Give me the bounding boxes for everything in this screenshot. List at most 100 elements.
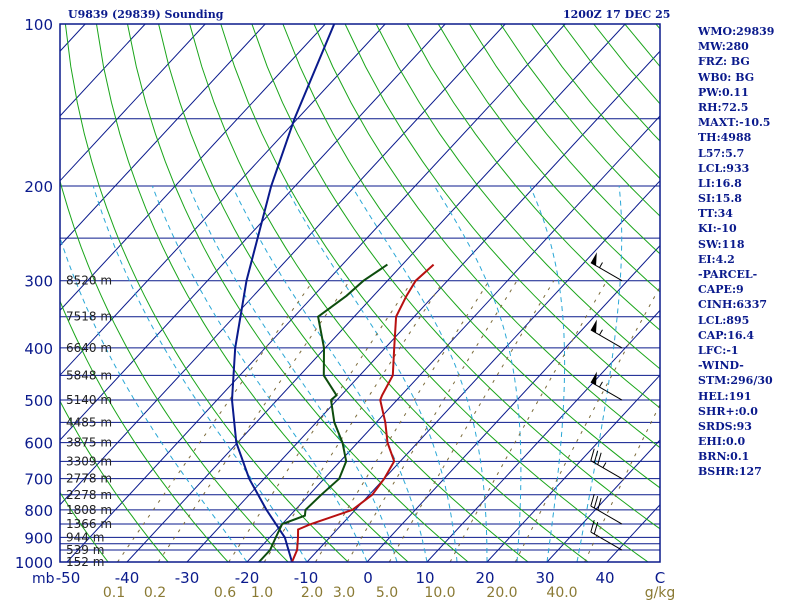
barb-full	[593, 521, 599, 535]
isotherm	[186, 50, 660, 562]
isotherm	[426, 309, 660, 562]
barb-half	[599, 381, 603, 388]
height-label: 7518 m	[66, 310, 112, 324]
wind-barbs	[590, 252, 623, 551]
stat-item: TT:34	[698, 207, 733, 221]
moist-adiabat	[60, 236, 248, 562]
barb-flag	[590, 371, 597, 386]
stat-item: LFC:-1	[698, 343, 739, 357]
isotherm	[246, 115, 660, 562]
barb-full	[590, 493, 595, 507]
pressure-tick-label: 200	[24, 178, 53, 196]
mixing-ratio-label: 1.0	[251, 585, 273, 600]
height-label: 1808 m	[66, 503, 112, 517]
barb-full	[590, 448, 595, 461]
dewpoint-trace	[258, 263, 388, 562]
moist-adiabat	[433, 185, 522, 562]
mixing-ratio-label: 0.2	[144, 585, 166, 600]
isotherm	[60, 24, 206, 182]
height-label: 2278 m	[66, 488, 112, 502]
barb-staff	[590, 531, 623, 551]
mixing-ratio-label: 3.0	[333, 585, 355, 600]
stat-item: KI:-10	[698, 222, 737, 236]
temperature-tick-label: 30	[535, 569, 554, 587]
stat-item: TH:4988	[698, 131, 752, 145]
wind-barb	[590, 319, 623, 349]
isotherm	[306, 180, 660, 562]
barb-half	[599, 262, 603, 268]
stat-item: BSHR:127	[698, 465, 762, 479]
dry-adiabat	[220, 24, 649, 562]
temperature-tick-label: 20	[475, 569, 494, 587]
pressure-tick-label: 300	[24, 273, 53, 291]
temperature-trace	[291, 263, 435, 562]
stat-item: BRN:0.1	[698, 450, 750, 464]
pressure-tick-label: 100	[24, 16, 53, 34]
isotherm	[366, 244, 660, 562]
height-label: 1366 m	[66, 517, 112, 531]
dry-adiabats	[60, 24, 660, 562]
moist-adiabat	[92, 185, 308, 562]
moist-adiabat	[151, 185, 368, 562]
dry-adiabat	[313, 24, 660, 449]
dry-adiabat	[468, 24, 660, 255]
barb-full	[593, 450, 599, 463]
height-label: 944 m	[66, 530, 104, 544]
plot-background	[60, 24, 660, 562]
temperature-tick-label: 10	[415, 569, 434, 587]
stats-panel: WMO:29839 MW:280 FRZ: BG WB0: BG PW:0.11 RH:7…	[698, 24, 774, 480]
wind-barb	[590, 448, 623, 480]
parcel-trace	[230, 24, 336, 562]
dry-adiabat	[60, 178, 289, 562]
barb-full	[593, 495, 599, 509]
isotherm	[60, 24, 506, 506]
mixing-ratio-line	[263, 280, 445, 562]
temperature-tick-label: C	[655, 569, 665, 587]
mixing-ratio-label: 10.0	[424, 585, 455, 600]
mixing-ratio-label: 40.0	[546, 585, 577, 600]
dry-adiabat	[251, 24, 660, 530]
isotherm	[126, 24, 626, 562]
temperature-tick-label: -40	[115, 569, 140, 587]
stat-item: EHI:0.0	[698, 435, 746, 449]
stat-item: SRDS:93	[698, 419, 752, 433]
pressure-tick-label: 1000	[15, 554, 53, 572]
dry-adiabat	[60, 299, 229, 562]
pressure-tick-label: 600	[24, 435, 53, 453]
stat-item: L57:5.7	[698, 146, 745, 160]
dry-adiabat	[344, 24, 660, 409]
dry-adiabat	[96, 24, 409, 562]
stat-item: EI:4.2	[698, 252, 735, 266]
stat-item: -WIND-	[698, 359, 744, 373]
dry-adiabat	[158, 24, 529, 562]
stat-item: SHR+:0.0	[698, 404, 758, 418]
moist-adiabat	[351, 185, 488, 562]
mixing-ratio-line	[388, 280, 555, 562]
mixing-ratio-unit: g/kg	[645, 585, 676, 600]
pressure-tick-label: 700	[24, 471, 53, 489]
temperature-tick-label: 0	[363, 569, 373, 587]
height-label: 539 m	[66, 543, 104, 557]
height-label: 4485 m	[66, 415, 112, 429]
height-label: 3875 m	[66, 436, 112, 450]
stat-item: CINH:6337	[698, 298, 768, 312]
moist-adiabat	[576, 185, 623, 562]
pressure-tick-label: 400	[24, 340, 53, 358]
dry-adiabat	[189, 24, 589, 562]
mixing-ratio-lines	[117, 280, 660, 562]
valid-time: 1200Z 17 DEC 25	[563, 8, 671, 21]
stat-item: LCL:933	[698, 161, 750, 175]
dry-adiabat	[127, 24, 469, 562]
station-title: U9839 (29839) Sounding	[68, 8, 224, 21]
isotherm	[60, 24, 326, 312]
height-label: 152 m	[66, 555, 104, 569]
height-label: 2778 m	[66, 472, 112, 486]
barb-staff	[590, 460, 623, 480]
temperature-tick-label: 40	[595, 569, 614, 587]
pressure-tick-label: 900	[24, 529, 53, 547]
mixing-ratio-label: 20.0	[486, 585, 517, 600]
isotherm	[60, 24, 446, 441]
stat-item: LCL:895	[698, 313, 750, 327]
